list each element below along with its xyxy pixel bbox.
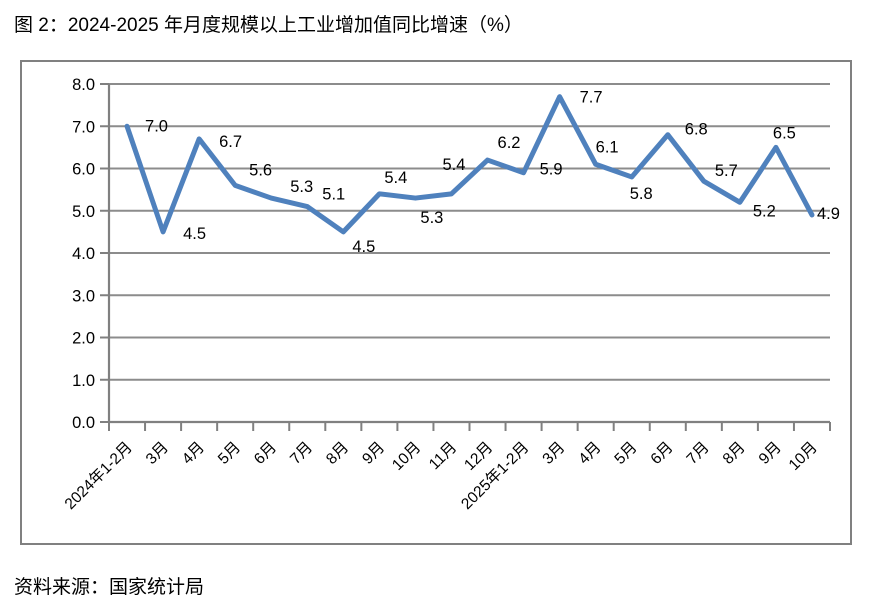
data-label: 7.7 — [580, 89, 603, 107]
data-label: 6.2 — [498, 134, 521, 152]
data-label: 5.2 — [753, 202, 776, 220]
source-note: 资料来源：国家统计局 — [14, 577, 205, 598]
y-axis-label: 5.0 — [72, 203, 95, 221]
data-label: 5.6 — [249, 161, 272, 179]
x-axis-label: 9月 — [359, 439, 388, 468]
x-axis-label: 8月 — [323, 439, 352, 468]
x-axis-label: 10月 — [786, 439, 821, 474]
data-label: 5.8 — [630, 185, 653, 203]
data-label: 4.5 — [183, 225, 206, 243]
x-axis-label: 4月 — [575, 439, 604, 468]
y-axis-label: 4.0 — [72, 245, 95, 263]
data-label: 6.7 — [219, 133, 242, 151]
x-axis-label: 7月 — [684, 439, 713, 468]
x-axis-label: 5月 — [611, 439, 640, 468]
x-axis-label: 7月 — [287, 439, 316, 468]
x-axis-label: 4月 — [179, 439, 208, 468]
data-label: 6.8 — [685, 121, 708, 139]
y-axis-label: 3.0 — [72, 287, 95, 305]
y-axis-label: 1.0 — [72, 372, 95, 390]
x-axis-label: 6月 — [251, 439, 280, 468]
data-label: 5.7 — [715, 162, 738, 180]
data-label: 4.9 — [817, 205, 840, 223]
x-axis-label: 2025年1-2月 — [458, 438, 533, 513]
data-label: 5.1 — [322, 186, 345, 204]
x-axis-label: 6月 — [648, 439, 677, 468]
data-label: 5.3 — [420, 209, 443, 227]
data-label: 5.4 — [442, 156, 465, 174]
x-axis-label: 3月 — [143, 439, 172, 468]
data-label: 5.4 — [384, 169, 407, 187]
y-axis-label: 0.0 — [72, 414, 95, 432]
data-label: 6.1 — [596, 138, 619, 156]
x-axis-label: 2024年1-2月 — [61, 438, 136, 513]
y-axis-label: 8.0 — [72, 76, 95, 94]
chart-title: 图 2：2024-2025 年月度规模以上工业增加值同比增速（%） — [14, 15, 523, 36]
x-axis-label: 5月 — [215, 439, 244, 468]
data-label: 6.5 — [773, 124, 796, 142]
y-axis-label: 2.0 — [72, 330, 95, 348]
data-label: 5.9 — [540, 161, 563, 179]
y-axis-label: 6.0 — [72, 161, 95, 179]
y-axis-label: 7.0 — [72, 118, 95, 136]
x-axis-label: 3月 — [539, 439, 568, 468]
x-axis-label: 10月 — [389, 439, 424, 474]
chart-frame: 0.0 1.0 2.0 3.0 4.0 5.0 6.0 7.0 8.0 2024年1-2月 3月 4月… — [20, 60, 852, 545]
data-label: 5.3 — [290, 178, 313, 196]
data-label: 7.0 — [145, 117, 168, 135]
x-axis-label: 9月 — [756, 439, 785, 468]
x-axis-label: 11月 — [426, 439, 460, 473]
x-axis-label: 8月 — [720, 439, 749, 468]
data-label: 4.5 — [352, 238, 375, 256]
series-line — [124, 94, 815, 235]
